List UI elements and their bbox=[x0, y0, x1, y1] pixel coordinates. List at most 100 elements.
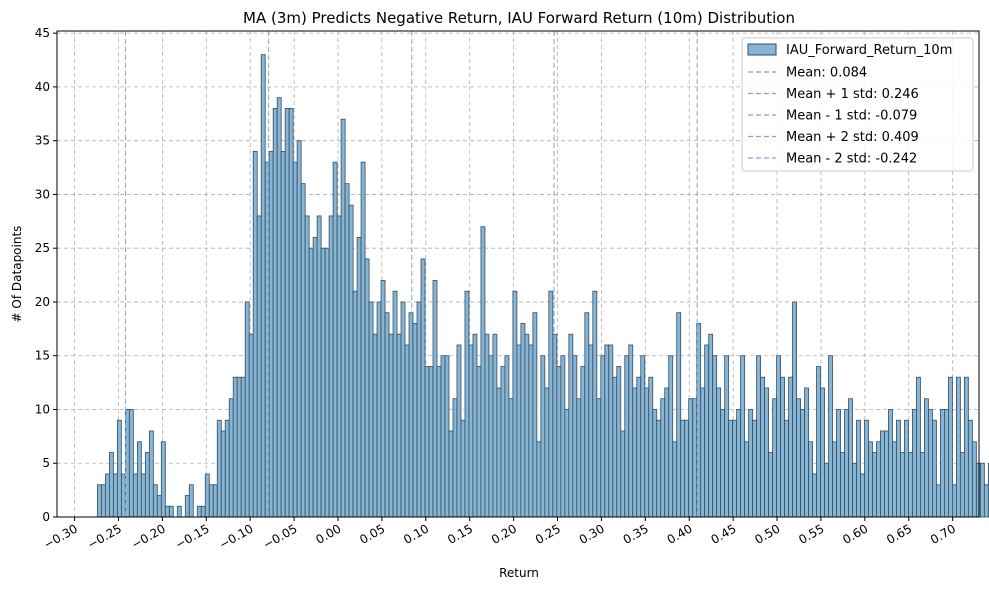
histogram-bar bbox=[216, 419, 222, 518]
histogram-bar bbox=[392, 290, 398, 518]
histogram-bar bbox=[580, 366, 586, 518]
x-tick-label: −0.15 bbox=[173, 521, 212, 552]
histogram-bar bbox=[780, 376, 785, 518]
histogram-bar bbox=[260, 54, 266, 518]
x-tick-label: −0.10 bbox=[217, 521, 256, 552]
histogram-bar bbox=[624, 355, 630, 518]
y-tick-label: 15 bbox=[35, 349, 50, 363]
histogram-bar bbox=[776, 355, 781, 518]
x-tick-label: 0.05 bbox=[357, 521, 387, 546]
histogram-bar bbox=[476, 366, 482, 518]
histogram-bar bbox=[744, 441, 750, 518]
histogram-bar bbox=[148, 430, 154, 518]
histogram-bar bbox=[876, 441, 881, 518]
histogram-bar bbox=[904, 419, 909, 518]
histogram-bar bbox=[908, 452, 913, 518]
histogram-bar bbox=[528, 344, 534, 518]
histogram-bar bbox=[228, 398, 234, 518]
histogram-bar bbox=[200, 505, 206, 518]
histogram-bar bbox=[348, 204, 354, 518]
histogram-bar bbox=[280, 151, 286, 518]
histogram-bar bbox=[816, 366, 821, 518]
histogram-bar bbox=[772, 398, 777, 518]
histogram-bar bbox=[460, 419, 466, 518]
histogram-bar bbox=[708, 333, 714, 518]
histogram-bar bbox=[888, 409, 893, 518]
plot-frame bbox=[56, 30, 980, 518]
histogram-bar bbox=[288, 108, 294, 518]
histogram-bar bbox=[488, 355, 494, 518]
x-tick-label: 0.30 bbox=[577, 521, 607, 546]
histogram-bar bbox=[272, 108, 278, 518]
histogram-bar bbox=[472, 333, 478, 518]
histogram-bar bbox=[959, 452, 965, 518]
histogram-bar bbox=[792, 301, 797, 518]
histogram-bar bbox=[468, 344, 474, 518]
y-axis: 0 5 10 15 20 25 30 35 40 45 bbox=[35, 26, 57, 524]
histogram-bar bbox=[932, 419, 937, 518]
histogram-bar bbox=[160, 441, 166, 518]
histogram-bar bbox=[96, 484, 102, 518]
histogram-bar bbox=[296, 140, 302, 518]
histogram-bar bbox=[416, 301, 422, 518]
histogram-bar bbox=[456, 344, 462, 518]
histogram-bar bbox=[836, 409, 841, 518]
histogram-bar bbox=[828, 355, 833, 518]
histogram-bar bbox=[424, 366, 430, 518]
histogram-bar bbox=[600, 355, 606, 518]
histogram-bar bbox=[936, 484, 941, 518]
histogram-bar bbox=[364, 258, 370, 518]
histogram-bar bbox=[640, 355, 646, 518]
histogram-bar bbox=[784, 419, 789, 518]
x-tick-label: 0.50 bbox=[752, 521, 782, 546]
legend-box bbox=[741, 37, 974, 172]
histogram-bar bbox=[672, 441, 678, 518]
histogram-bar bbox=[596, 398, 602, 518]
histogram-bar bbox=[860, 473, 865, 518]
histogram-bar bbox=[648, 376, 654, 518]
histogram-bar bbox=[748, 409, 754, 518]
y-tick-label: 35 bbox=[35, 134, 50, 148]
histogram-bar bbox=[496, 387, 502, 518]
histogram-bar bbox=[128, 409, 134, 518]
histogram-bar bbox=[428, 366, 434, 518]
histogram-bar bbox=[660, 398, 666, 518]
histogram-bar bbox=[967, 419, 973, 518]
y-tick-label: 40 bbox=[35, 80, 50, 94]
histogram-bar bbox=[852, 462, 857, 518]
histogram-bar bbox=[584, 312, 590, 518]
x-tick-label: 0.20 bbox=[489, 521, 519, 546]
histogram-bar bbox=[436, 366, 442, 518]
histogram-bar bbox=[788, 376, 793, 518]
histogram-bar bbox=[276, 97, 282, 518]
histogram-bar bbox=[404, 344, 410, 518]
histogram-bar bbox=[656, 419, 662, 518]
histogram-bar bbox=[612, 376, 618, 518]
histogram-bar bbox=[552, 333, 558, 518]
histogram-bar bbox=[768, 452, 774, 518]
histogram-bar bbox=[800, 409, 805, 518]
histogram-bar bbox=[292, 161, 298, 518]
histogram-bar bbox=[224, 419, 230, 518]
x-tick-label: 0.10 bbox=[401, 521, 431, 546]
histogram-bar bbox=[232, 376, 238, 518]
histogram-bar bbox=[360, 161, 366, 518]
histogram-bar bbox=[140, 473, 146, 518]
x-axis: −0.30 −0.25 −0.20 −0.15 −0.10 −0.05 0.00 0.05 0.… bbox=[41, 517, 958, 552]
x-tick-label: 0.60 bbox=[840, 521, 870, 546]
histogram-bar bbox=[104, 473, 110, 518]
histogram-bar bbox=[168, 505, 174, 518]
histogram-bar bbox=[252, 151, 258, 518]
histogram-bar bbox=[740, 355, 746, 518]
histogram-bar bbox=[668, 355, 674, 518]
x-tick-label: 0.45 bbox=[708, 521, 738, 546]
histogram-bar bbox=[320, 247, 326, 518]
y-tick-label: 5 bbox=[42, 456, 50, 470]
legend-label-histogram: IAU_Forward_Return_10m bbox=[786, 43, 952, 58]
x-tick-label: 0.55 bbox=[796, 521, 826, 546]
histogram-bar bbox=[868, 441, 873, 518]
histogram-bar bbox=[652, 409, 658, 518]
histogram-bar bbox=[380, 280, 386, 518]
legend: IAU_Forward_Return_10m Mean: 0.084 Mean +… bbox=[741, 37, 974, 172]
histogram-bar bbox=[963, 376, 969, 518]
